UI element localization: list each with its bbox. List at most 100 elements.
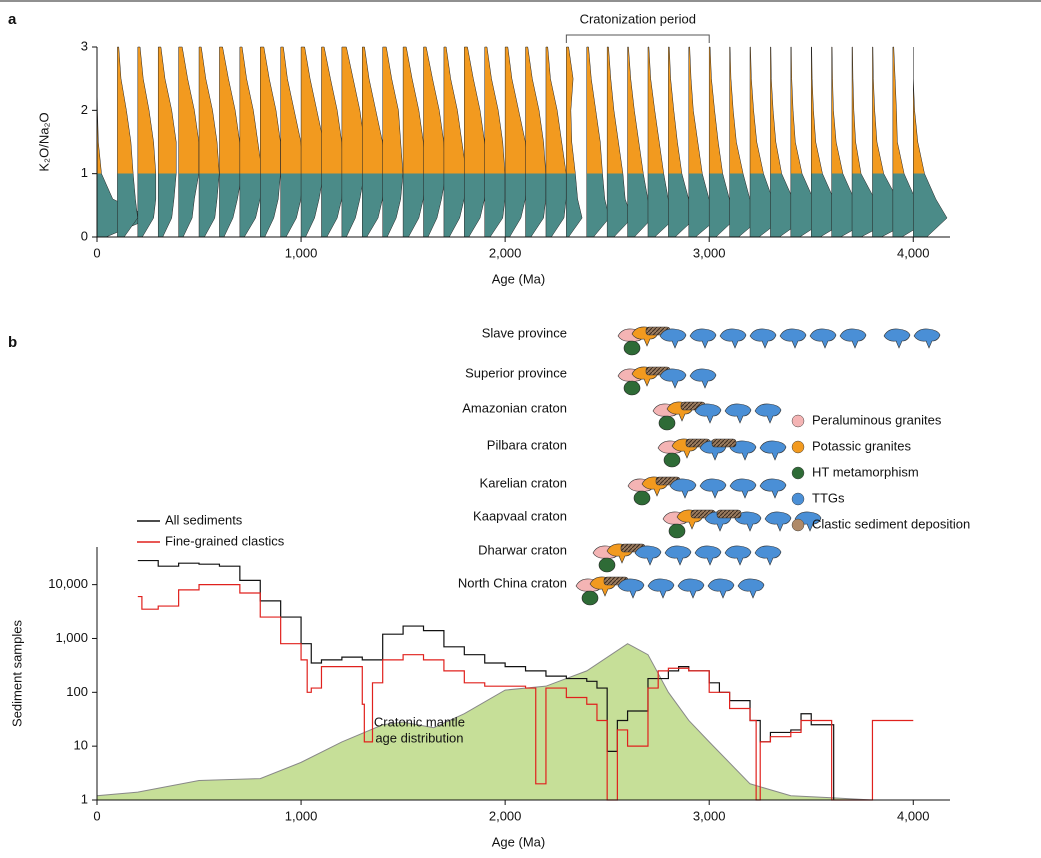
violin: [606, 46, 633, 238]
ttg-icon: [669, 478, 697, 499]
craton-name: Kaapvaal craton: [473, 508, 567, 523]
panel-label: b: [8, 334, 17, 351]
x-tick-label: 0: [93, 245, 100, 260]
craton-name: North China craton: [458, 575, 567, 590]
ttg-icon: [707, 578, 735, 599]
x-tick-label: 2,000: [489, 808, 522, 823]
x-tick-label: 4,000: [897, 245, 930, 260]
ttg-icon: [749, 328, 777, 349]
bracket: [565, 34, 710, 43]
violin: [239, 46, 263, 238]
ttg-icon: [759, 478, 787, 499]
y-tick-label: 0: [81, 228, 88, 243]
violin: [545, 46, 567, 238]
legend-dot: [791, 518, 805, 532]
y-tick-label: 100: [66, 684, 88, 699]
ttg-icon: [694, 545, 722, 566]
violin: [464, 46, 488, 238]
violin: [117, 46, 138, 238]
legend-label: Clastic sediment deposition: [812, 516, 970, 531]
legend-label: HT metamorphism: [812, 464, 919, 479]
legend-label: Fine-grained clastics: [165, 533, 285, 548]
ttg-icon: [883, 328, 911, 349]
legend-label: TTGs: [812, 490, 845, 505]
legend-dot: [791, 466, 805, 480]
metamorphism-icon: [663, 452, 681, 468]
legend-dot: [791, 492, 805, 506]
y-tick-label: 1,000: [55, 630, 88, 645]
craton-name: Slave province: [482, 325, 567, 340]
ttg-icon: [689, 368, 717, 389]
craton-name: Karelian craton: [480, 475, 567, 490]
ttg-icon: [694, 403, 722, 424]
violin: [362, 46, 386, 238]
y-tick-label: 1: [81, 165, 88, 180]
ttg-icon: [754, 545, 782, 566]
ttg-icon: [839, 328, 867, 349]
violin: [443, 46, 467, 238]
ttg-icon: [659, 328, 687, 349]
violin: [219, 46, 243, 238]
violin: [280, 46, 304, 238]
x-tick-label: 2,000: [489, 245, 522, 260]
violin: [178, 46, 200, 238]
legend-dot: [791, 414, 805, 428]
ttg-icon: [677, 578, 705, 599]
violin: [504, 46, 528, 238]
violin: [402, 46, 426, 238]
ttg-icon: [729, 478, 757, 499]
ttg-icon: [913, 328, 941, 349]
metamorphism-icon: [623, 380, 641, 396]
violin: [341, 46, 365, 238]
violin: [382, 46, 404, 238]
metamorphism-icon: [658, 415, 676, 431]
craton-name: Superior province: [465, 365, 567, 380]
violin: [566, 46, 583, 238]
craton-name: Amazonian craton: [462, 400, 567, 415]
violin: [525, 46, 547, 238]
metamorphism-icon: [668, 523, 686, 539]
ttg-icon: [719, 328, 747, 349]
sediment-icon: [711, 438, 737, 448]
y-tick-label: 10,000: [48, 576, 88, 591]
ttg-icon: [809, 328, 837, 349]
legend-label: All sediments: [165, 512, 243, 527]
x-tick-label: 3,000: [693, 808, 726, 823]
ttg-icon: [759, 440, 787, 461]
ttg-icon: [617, 578, 645, 599]
craton-name: Pilbara craton: [487, 437, 567, 452]
y-tick-label: 3: [81, 38, 88, 53]
violin: [300, 46, 324, 238]
y-axis-label: Sediment samples: [9, 620, 24, 727]
ttg-icon: [699, 478, 727, 499]
ttg-icon: [779, 328, 807, 349]
violin: [198, 46, 220, 238]
y-tick-label: 1: [81, 791, 88, 806]
ttg-icon: [729, 440, 757, 461]
violin: [423, 46, 447, 238]
violin: [321, 46, 345, 238]
bracket-label: Cratonization period: [580, 11, 696, 26]
violin: [157, 46, 177, 238]
metamorphism-icon: [581, 590, 599, 606]
sediment-icon: [716, 509, 742, 519]
violin: [137, 46, 157, 238]
ttg-icon: [737, 578, 765, 599]
metamorphism-icon: [623, 340, 641, 356]
x-axis-label: Age (Ma): [492, 834, 545, 849]
violin: [586, 46, 610, 238]
line: [137, 559, 835, 800]
y-axis-label: K₂O/Na₂O: [36, 112, 51, 171]
y-tick-label: 2: [81, 102, 88, 117]
x-tick-label: 4,000: [897, 808, 930, 823]
panel-label: a: [8, 11, 17, 28]
violin: [260, 46, 281, 238]
ttg-icon: [664, 545, 692, 566]
legend-label: Potassic granites: [812, 438, 911, 453]
ttg-icon: [764, 511, 792, 532]
ttg-icon: [734, 511, 762, 532]
legend-label: Peraluminous granites: [812, 412, 942, 427]
x-tick-label: 1,000: [285, 245, 318, 260]
area-label: Cratonic mantle: [374, 714, 465, 729]
y-tick-label: 10: [74, 738, 88, 753]
